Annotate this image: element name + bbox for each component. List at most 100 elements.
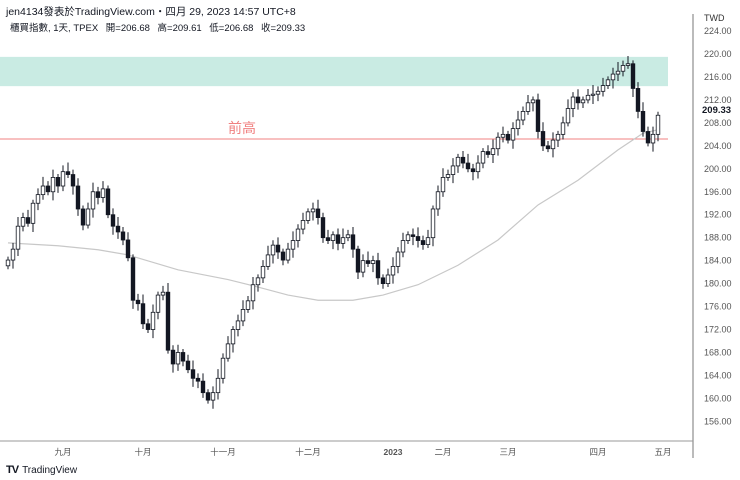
candle: [105, 185, 111, 219]
candle-body: [125, 239, 131, 259]
candle: [270, 240, 276, 264]
tradingview-logo[interactable]: TV TradingView: [6, 464, 77, 476]
candle-body: [400, 240, 406, 253]
candle: [300, 212, 306, 235]
candle: [595, 86, 601, 102]
candle: [205, 389, 211, 404]
candle-body: [265, 254, 271, 267]
candle: [650, 126, 656, 152]
price-axis[interactable]: 224.00 220.00 216.00 212.00 208.00 204.00 200.…: [704, 26, 732, 426]
candle: [165, 283, 171, 354]
price-tick: 156.00: [704, 416, 732, 426]
candle: [450, 158, 456, 184]
candle-body: [640, 111, 646, 132]
candle-body: [15, 225, 21, 250]
price-tick: 196.00: [704, 187, 732, 197]
candle-body: [300, 220, 306, 230]
candle-body: [350, 234, 356, 250]
candle: [620, 60, 626, 77]
candle-body: [240, 309, 246, 322]
candle-body: [635, 88, 641, 112]
price-tick: 200.00: [704, 164, 732, 174]
candle-body: [535, 99, 541, 132]
candle-body: [365, 260, 371, 264]
candle: [125, 232, 131, 262]
candle: [75, 178, 81, 216]
candle: [90, 182, 96, 218]
candle-body: [185, 360, 191, 371]
candle: [320, 212, 326, 243]
candle: [405, 231, 411, 244]
candle-body: [450, 165, 456, 175]
candle-body: [285, 248, 291, 261]
candle-body: [235, 320, 241, 330]
candle-body: [330, 234, 336, 241]
candle-body: [105, 188, 111, 216]
candle: [370, 255, 376, 273]
candle: [375, 252, 381, 285]
price-tick: 204.00: [704, 141, 732, 151]
candle-body: [140, 303, 146, 325]
candle-body: [555, 133, 561, 141]
candle: [385, 268, 391, 288]
candle-body: [280, 251, 286, 261]
candle: [145, 318, 151, 333]
candle-body: [5, 259, 11, 267]
candle-body: [420, 240, 426, 245]
time-axis[interactable]: 九月 十月 十一月 十二月 2023 二月 三月 四月 五月: [54, 447, 671, 457]
candle: [325, 229, 331, 244]
candle: [305, 208, 311, 224]
candle: [10, 242, 16, 269]
candle-body: [470, 168, 476, 173]
last-price-label: 209.33: [702, 105, 731, 116]
moving-average-line: [7, 129, 659, 301]
candle: [570, 92, 576, 118]
candle: [550, 132, 556, 158]
candle-body: [545, 145, 551, 150]
candle-body: [260, 265, 266, 279]
candle: [515, 110, 521, 136]
candle-body: [155, 294, 161, 313]
price-tick: 192.00: [704, 210, 732, 220]
candle: [345, 229, 351, 242]
candle-body: [165, 291, 171, 351]
candle: [50, 169, 56, 201]
candle-body: [290, 240, 296, 250]
candle-body: [225, 343, 231, 359]
candle: [175, 344, 181, 371]
candle-body: [270, 244, 276, 256]
candle-body: [370, 260, 376, 264]
candle-body: [315, 208, 321, 218]
candle-body: [45, 185, 51, 193]
price-tick: 216.00: [704, 72, 732, 82]
candle-body: [110, 214, 116, 227]
close-value: 收=209.33: [261, 23, 306, 34]
candle-body: [565, 108, 571, 124]
resistance-zone: [0, 56, 668, 87]
time-tick: 五月: [654, 447, 671, 457]
candle: [5, 256, 11, 270]
time-tick: 九月: [54, 447, 71, 457]
candle-body: [610, 73, 616, 81]
time-tick: 三月: [499, 447, 516, 457]
candle-body: [570, 96, 576, 109]
candle: [400, 232, 406, 258]
candle-body: [75, 185, 81, 210]
candle-body: [40, 185, 46, 196]
candle: [635, 82, 641, 119]
candle: [220, 353, 226, 384]
low-value: 低=206.68: [209, 23, 254, 34]
candle-body: [65, 171, 71, 175]
candle: [495, 132, 501, 156]
candle: [500, 126, 506, 143]
candle: [510, 122, 516, 149]
candle-body: [605, 79, 611, 86]
candle: [625, 56, 631, 69]
candle: [465, 153, 471, 173]
candle: [225, 336, 231, 362]
publisher-line: jen4134發表於TradingView.com・四月 29, 2023 14…: [6, 6, 296, 18]
candle: [525, 95, 531, 115]
last-price-bg: [696, 104, 736, 116]
candle: [535, 93, 541, 139]
